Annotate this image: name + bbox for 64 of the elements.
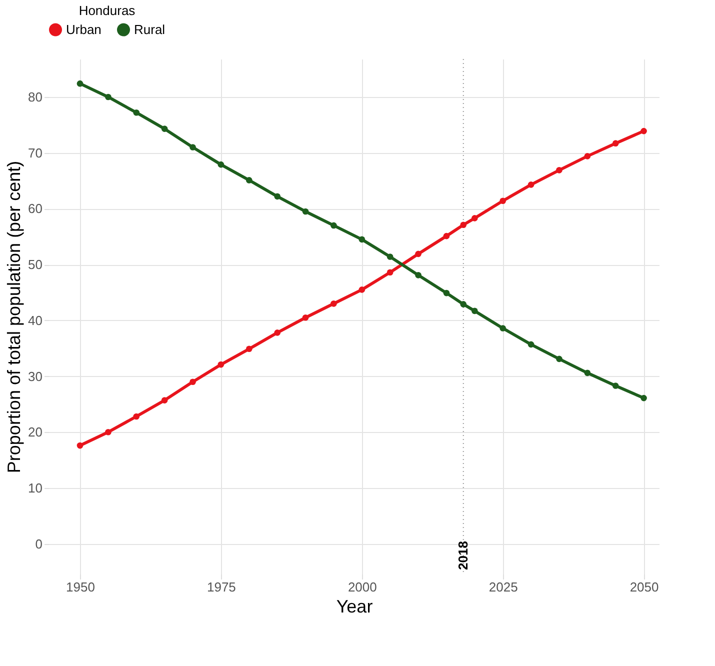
point bbox=[105, 94, 112, 100]
point bbox=[76, 442, 84, 449]
point bbox=[302, 208, 309, 215]
point bbox=[246, 177, 252, 184]
ref-line-label: 2018 bbox=[455, 541, 470, 570]
point bbox=[386, 254, 394, 260]
y-tick-label: 20 bbox=[28, 424, 42, 440]
point bbox=[274, 330, 280, 336]
point bbox=[528, 182, 534, 188]
point bbox=[161, 397, 168, 404]
point bbox=[330, 222, 337, 229]
point bbox=[460, 222, 467, 228]
point bbox=[460, 301, 467, 308]
point bbox=[415, 272, 422, 278]
y-tick-label: 60 bbox=[28, 201, 42, 216]
point bbox=[500, 198, 506, 204]
point bbox=[584, 153, 591, 160]
point bbox=[443, 290, 450, 296]
y-tick-label: 0 bbox=[35, 536, 42, 552]
point bbox=[246, 346, 252, 352]
point bbox=[76, 80, 84, 87]
point bbox=[133, 109, 140, 116]
point bbox=[556, 167, 562, 174]
point bbox=[190, 378, 196, 386]
point bbox=[161, 126, 168, 132]
point bbox=[358, 286, 366, 293]
y-tick-label: 70 bbox=[28, 145, 42, 160]
point bbox=[358, 236, 366, 243]
point bbox=[105, 428, 112, 436]
point bbox=[471, 215, 478, 222]
point bbox=[471, 308, 478, 314]
y-tick-label: 80 bbox=[28, 89, 42, 104]
legend-label: Urban bbox=[66, 22, 102, 37]
y-tick-label: 30 bbox=[28, 368, 42, 384]
legend-title: Honduras bbox=[78, 3, 136, 18]
point bbox=[640, 128, 647, 134]
point bbox=[190, 144, 196, 150]
point bbox=[218, 161, 224, 168]
y-axis-title: Proportion of total population (per cent) bbox=[4, 160, 24, 474]
x-tick-label: 1950 bbox=[66, 580, 95, 594]
point bbox=[443, 232, 450, 240]
y-tick-label: 10 bbox=[28, 480, 42, 496]
y-tick-label: 50 bbox=[28, 257, 42, 272]
point bbox=[330, 300, 337, 307]
point bbox=[386, 269, 394, 276]
point bbox=[556, 356, 562, 362]
point bbox=[612, 382, 619, 389]
point bbox=[218, 361, 224, 368]
x-axis-title: Year bbox=[336, 596, 373, 616]
point bbox=[415, 250, 422, 258]
y-tick-label: 40 bbox=[28, 312, 42, 328]
point bbox=[133, 413, 140, 420]
point bbox=[584, 370, 591, 376]
x-tick-label: 2050 bbox=[630, 580, 659, 594]
point bbox=[274, 193, 280, 200]
point bbox=[528, 341, 534, 348]
x-tick-label: 1975 bbox=[206, 580, 236, 594]
point bbox=[640, 394, 647, 402]
legend-label: Rural bbox=[134, 22, 166, 37]
point bbox=[302, 314, 309, 321]
point bbox=[500, 325, 506, 332]
point bbox=[612, 140, 619, 146]
x-tick-label: 2000 bbox=[348, 580, 377, 594]
x-tick-label: 2025 bbox=[488, 580, 518, 594]
